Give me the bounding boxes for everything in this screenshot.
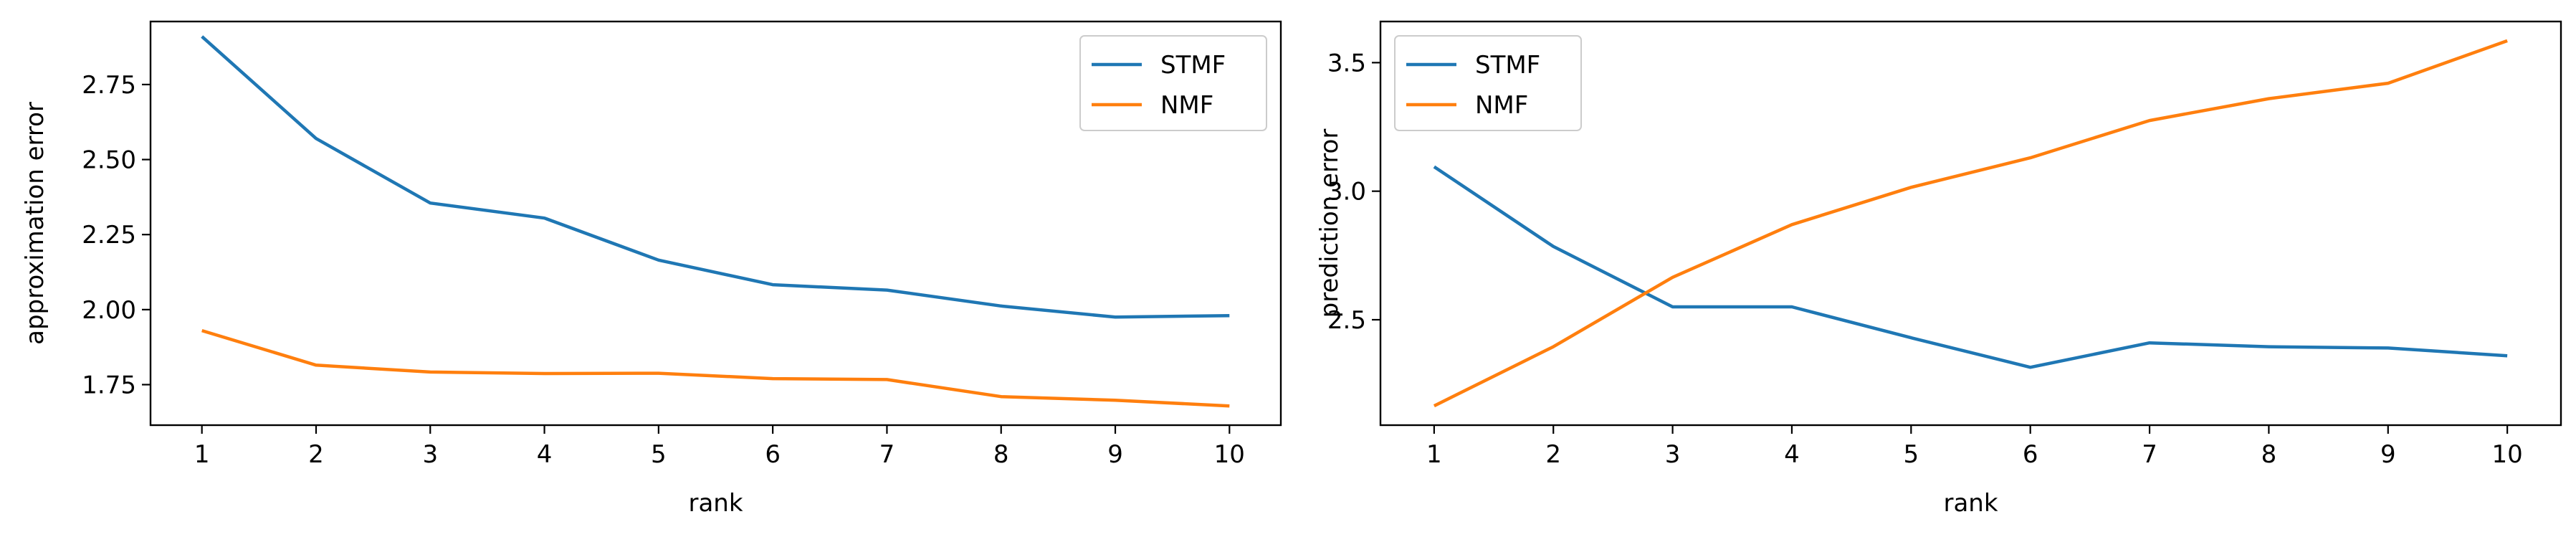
x-tick-label: 1 bbox=[194, 440, 210, 469]
legend-box bbox=[1394, 35, 1582, 131]
x-tick-label: 7 bbox=[2142, 440, 2157, 469]
x-tick-label: 1 bbox=[1426, 440, 1442, 469]
x-tick-label: 3 bbox=[1665, 440, 1681, 469]
y-tick-label: 2.25 bbox=[82, 221, 136, 250]
legend: STMF NMF bbox=[1079, 35, 1267, 131]
legend: STMF NMF bbox=[1394, 35, 1582, 131]
series-layer bbox=[201, 35, 1230, 408]
x-axis-ticks: 1 2 3 4 5 6 7 8 9 10 bbox=[1426, 425, 2523, 469]
x-axis-ticks: 1 2 3 4 5 6 7 8 9 10 bbox=[194, 425, 1245, 469]
x-tick-label: 6 bbox=[2023, 440, 2038, 469]
x-tick-label: 7 bbox=[879, 440, 895, 469]
legend-label-nmf: NMF bbox=[1160, 91, 1213, 120]
y-axis-ticks: 2.5 3.0 3.5 bbox=[1327, 49, 1380, 335]
legend-label-stmf: STMF bbox=[1160, 51, 1226, 80]
series-line-nmf bbox=[201, 328, 1230, 408]
legend-label-stmf: STMF bbox=[1475, 51, 1540, 80]
y-tick-label: 3.0 bbox=[1327, 178, 1366, 206]
legend-label-nmf: NMF bbox=[1475, 91, 1528, 120]
y-axis-label: prediction error bbox=[1315, 129, 1344, 318]
prediction-error-chart: 1 2 3 4 5 6 7 8 9 10 2.5 3.0 3.5 rank prediction er… bbox=[1315, 20, 2562, 518]
y-tick-label: 2.00 bbox=[82, 296, 136, 325]
plot-frame bbox=[149, 20, 1282, 427]
y-tick-label: 1.75 bbox=[82, 371, 136, 399]
x-tick-label: 10 bbox=[1214, 440, 1245, 469]
x-tick-label: 8 bbox=[993, 440, 1009, 469]
series-layer bbox=[1433, 39, 2508, 408]
y-tick-label: 3.5 bbox=[1327, 49, 1366, 77]
x-tick-label: 5 bbox=[1903, 440, 1919, 469]
series-line-stmf bbox=[1433, 165, 2508, 369]
approximation-error-chart: 1 2 3 4 5 6 7 8 9 10 1.75 2.00 2.25 2.50 2.75 rank ap… bbox=[21, 20, 1282, 518]
series-line-stmf bbox=[201, 35, 1230, 319]
series-line-nmf bbox=[1433, 39, 2508, 408]
x-tick-label: 4 bbox=[1784, 440, 1800, 469]
x-tick-label: 3 bbox=[422, 440, 438, 469]
plot-area bbox=[149, 20, 1282, 427]
x-tick-label: 2 bbox=[1545, 440, 1561, 469]
y-axis-label: approximation error bbox=[21, 102, 49, 345]
y-tick-label: 2.75 bbox=[82, 71, 136, 100]
plot-frame bbox=[1379, 20, 2562, 427]
y-tick-label: 2.50 bbox=[82, 146, 136, 175]
x-axis-label: rank bbox=[688, 489, 743, 518]
x-tick-label: 6 bbox=[765, 440, 781, 469]
y-tick-label: 2.5 bbox=[1327, 306, 1366, 335]
x-tick-label: 4 bbox=[537, 440, 553, 469]
legend-box bbox=[1079, 35, 1267, 131]
x-tick-label: 2 bbox=[308, 440, 324, 469]
plot-area bbox=[1379, 20, 2562, 427]
x-tick-label: 5 bbox=[651, 440, 667, 469]
x-tick-label: 9 bbox=[2380, 440, 2396, 469]
x-tick-label: 10 bbox=[2492, 440, 2523, 469]
x-axis-label: rank bbox=[1943, 489, 1998, 518]
x-tick-label: 9 bbox=[1107, 440, 1123, 469]
x-tick-label: 8 bbox=[2261, 440, 2277, 469]
y-axis-ticks: 1.75 2.00 2.25 2.50 2.75 bbox=[82, 71, 151, 399]
